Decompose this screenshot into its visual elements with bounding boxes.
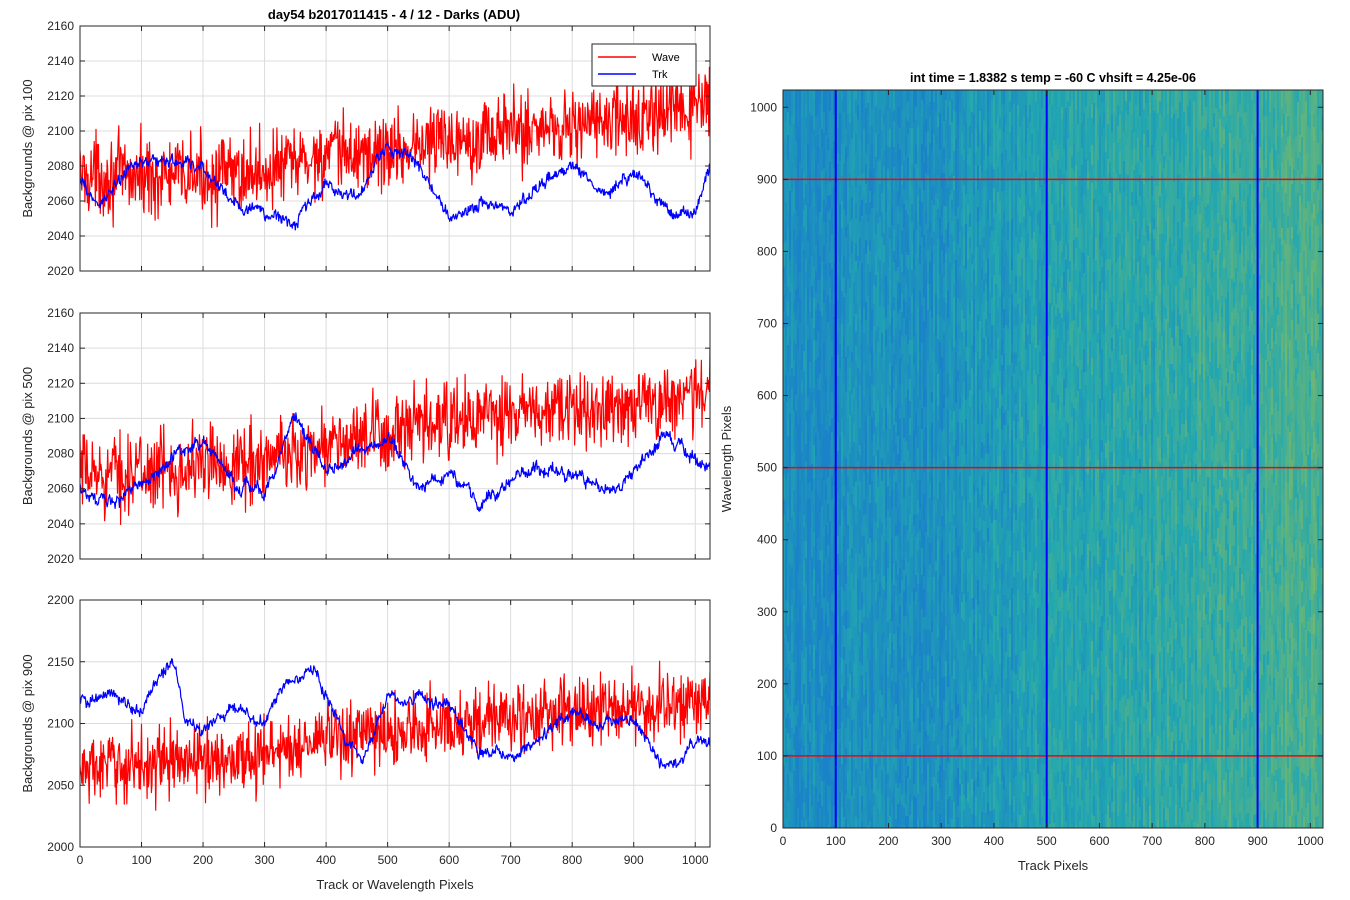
y-tick-label: 2060 [47,482,74,496]
y-tick-label: 2100 [47,717,74,731]
line-plot-pix-900: 0 100 200 300 400 500 600 700 800 900 1000 2000 2050… [20,593,711,892]
y-tick-label: 700 [757,317,777,331]
axes-frame [79,599,711,848]
axes-frame [782,89,1324,829]
y-tick-label: 2160 [47,306,74,320]
y-axis-label: Wavelength Pixels [719,405,734,512]
x-tick-label: 200 [193,853,213,867]
y-tick-label: 2060 [47,194,74,208]
y-tick-label: 2160 [47,19,74,33]
y-axis-label: Backgrounds @ pix 900 [20,654,35,792]
x-tick-label: 400 [984,834,1004,848]
y-tick-label: 2020 [47,264,74,278]
y-tick-label: 2020 [47,552,74,566]
x-axis-label: Track Pixels [1018,858,1089,873]
x-tick-label: 800 [562,853,582,867]
x-tick-label: 100 [132,853,152,867]
series-line-trk [80,412,710,512]
y-tick-label: 2200 [47,593,74,607]
legend-box [591,43,697,87]
y-tick-label: 2040 [47,517,74,531]
series-line-wave [80,64,710,229]
x-tick-label: 800 [1195,834,1215,848]
legend-label-wave: Wave [652,52,680,64]
y-tick-label: 900 [757,172,777,186]
line-plot-pix-500: 2020 2040 2060 2080 2100 2120 2140 2160 Backgrou… [20,306,711,566]
y-tick-label: 2080 [47,159,74,173]
x-tick-label: 900 [624,853,644,867]
x-tick-label: 1000 [1297,834,1324,848]
x-tick-label: 300 [931,834,951,848]
x-tick-label: 700 [501,853,521,867]
series-group [80,348,710,526]
y-tick-label: 2150 [47,655,74,669]
x-tick-label: 300 [255,853,275,867]
series-line-wave [80,660,710,811]
x-tick-label: 100 [826,834,846,848]
image-pixels [783,90,1323,828]
axes-frame [79,25,711,272]
x-tick-label: 600 [439,853,459,867]
series-line-trk [80,141,710,231]
x-tick-label: 700 [1142,834,1162,848]
y-tick-label: 2100 [47,411,74,425]
line-plot-pix-100: 2020 2040 2060 2080 2100 2120 2140 2160 Backgrou… [20,19,711,278]
series-group [80,658,710,811]
legend-label-trk: Trk [652,69,668,81]
x-tick-label: 0 [780,834,787,848]
y-tick-label: 600 [757,389,777,403]
figure-title: day54 b2017011415 - 4 / 12 - Darks (ADU) [268,7,520,22]
y-tick-label: 2050 [47,778,74,792]
legend: Wave Trk [591,43,697,87]
y-tick-label: 400 [757,533,777,547]
y-tick-label: 2080 [47,447,74,461]
x-tick-label: 1000 [682,853,709,867]
series-group [80,64,710,231]
y-tick-label: 0 [770,821,777,835]
x-tick-label: 200 [878,834,898,848]
x-tick-label: 400 [316,853,336,867]
y-tick-label: 2120 [47,89,74,103]
y-tick-label: 2000 [47,840,74,854]
y-tick-label: 2120 [47,376,74,390]
y-axis-label: Backgrounds @ pix 500 [20,367,35,505]
series-line-wave [80,348,710,526]
y-tick-label: 800 [757,244,777,258]
x-tick-label: 0 [77,853,84,867]
x-tick-label: 900 [1248,834,1268,848]
x-tick-label: 500 [1037,834,1057,848]
axes-frame [79,312,711,560]
image-title: int time = 1.8382 s temp = -60 C vhsift … [910,71,1196,85]
series-line-trk [80,658,710,770]
y-tick-label: 1000 [750,100,777,114]
y-tick-label: 2140 [47,341,74,355]
y-tick-label: 300 [757,605,777,619]
y-tick-label: 200 [757,677,777,691]
background-image-plot: int time = 1.8382 s temp = -60 C vhsift … [719,71,1324,873]
x-tick-label: 600 [1089,834,1109,848]
y-axis-label: Backgrounds @ pix 100 [20,79,35,217]
x-tick-label: 500 [378,853,398,867]
x-axis-label: Track or Wavelength Pixels [316,877,474,892]
y-tick-label: 2040 [47,229,74,243]
y-tick-label: 500 [757,461,777,475]
y-tick-label: 2140 [47,54,74,68]
y-tick-label: 100 [757,749,777,763]
y-tick-label: 2100 [47,124,74,138]
